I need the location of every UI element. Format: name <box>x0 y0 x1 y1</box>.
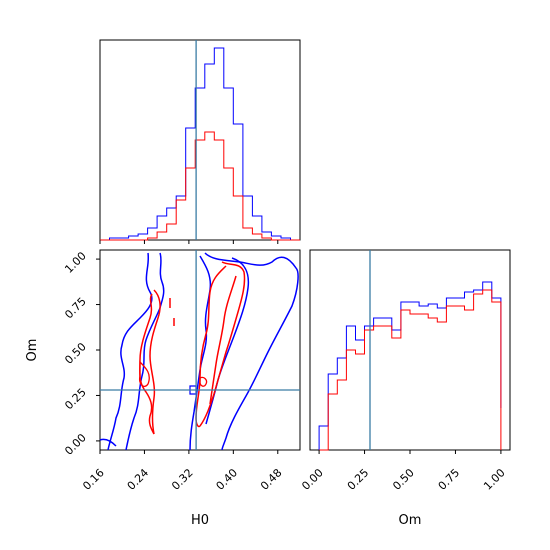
xlabel-om: Om <box>399 513 422 528</box>
om-xtick-label: 0.25 <box>345 466 372 493</box>
blue-contour-right-inner <box>189 255 212 451</box>
h0-xtick-label: 0.24 <box>125 466 152 493</box>
h0-xtick-label: 0.32 <box>169 466 196 493</box>
h0-xtick-label: 0.48 <box>258 466 285 493</box>
om-ytick-label: 0.00 <box>62 431 89 458</box>
h0-marginal-frame <box>99 39 301 241</box>
blue-contour-bottom-left <box>99 438 117 447</box>
contour-lines <box>99 252 299 451</box>
axes-ticks: 0.16 0.24 0.32 0.40 0.48 0.00 0.25 0.50 0.75 1.00… <box>62 240 508 493</box>
red-contour-left-blob <box>138 360 150 388</box>
om-ytick-label: 0.25 <box>62 386 89 413</box>
h0-hist-blue <box>100 47 300 241</box>
om-ytick-label: 0.75 <box>62 295 89 322</box>
om-hist-red <box>319 289 502 451</box>
red-contour-center-blob <box>199 376 208 387</box>
om-hist-blue <box>318 281 502 450</box>
truth-lines <box>100 40 371 450</box>
xlabel-h0: H0 <box>191 513 209 528</box>
blue-contour-left-inner <box>125 252 165 451</box>
om-xtick-label: 0.00 <box>299 466 326 493</box>
om-xtick-label: 0.75 <box>436 466 463 493</box>
om-marginal-frame <box>309 249 511 451</box>
blue-contour-right-outer <box>204 252 299 451</box>
ylabel-om: Om <box>25 339 40 362</box>
red-contour-right-outer <box>199 261 246 427</box>
red-contour-right-core <box>209 275 237 405</box>
om-ytick-label: 1.00 <box>62 249 89 276</box>
h0-xtick-label: 0.16 <box>80 466 107 493</box>
h0-xtick-label: 0.40 <box>214 466 241 493</box>
om-ytick-label: 0.50 <box>62 340 89 367</box>
om-xtick-label: 1.00 <box>481 466 508 493</box>
blue-contour-left <box>107 252 153 451</box>
red-contour-left <box>149 289 161 435</box>
h0-histogram <box>100 47 300 241</box>
om-xtick-label: 0.50 <box>390 466 417 493</box>
h0-hist-red <box>100 131 300 241</box>
om-histogram <box>318 281 502 451</box>
contour-frame <box>99 249 301 451</box>
